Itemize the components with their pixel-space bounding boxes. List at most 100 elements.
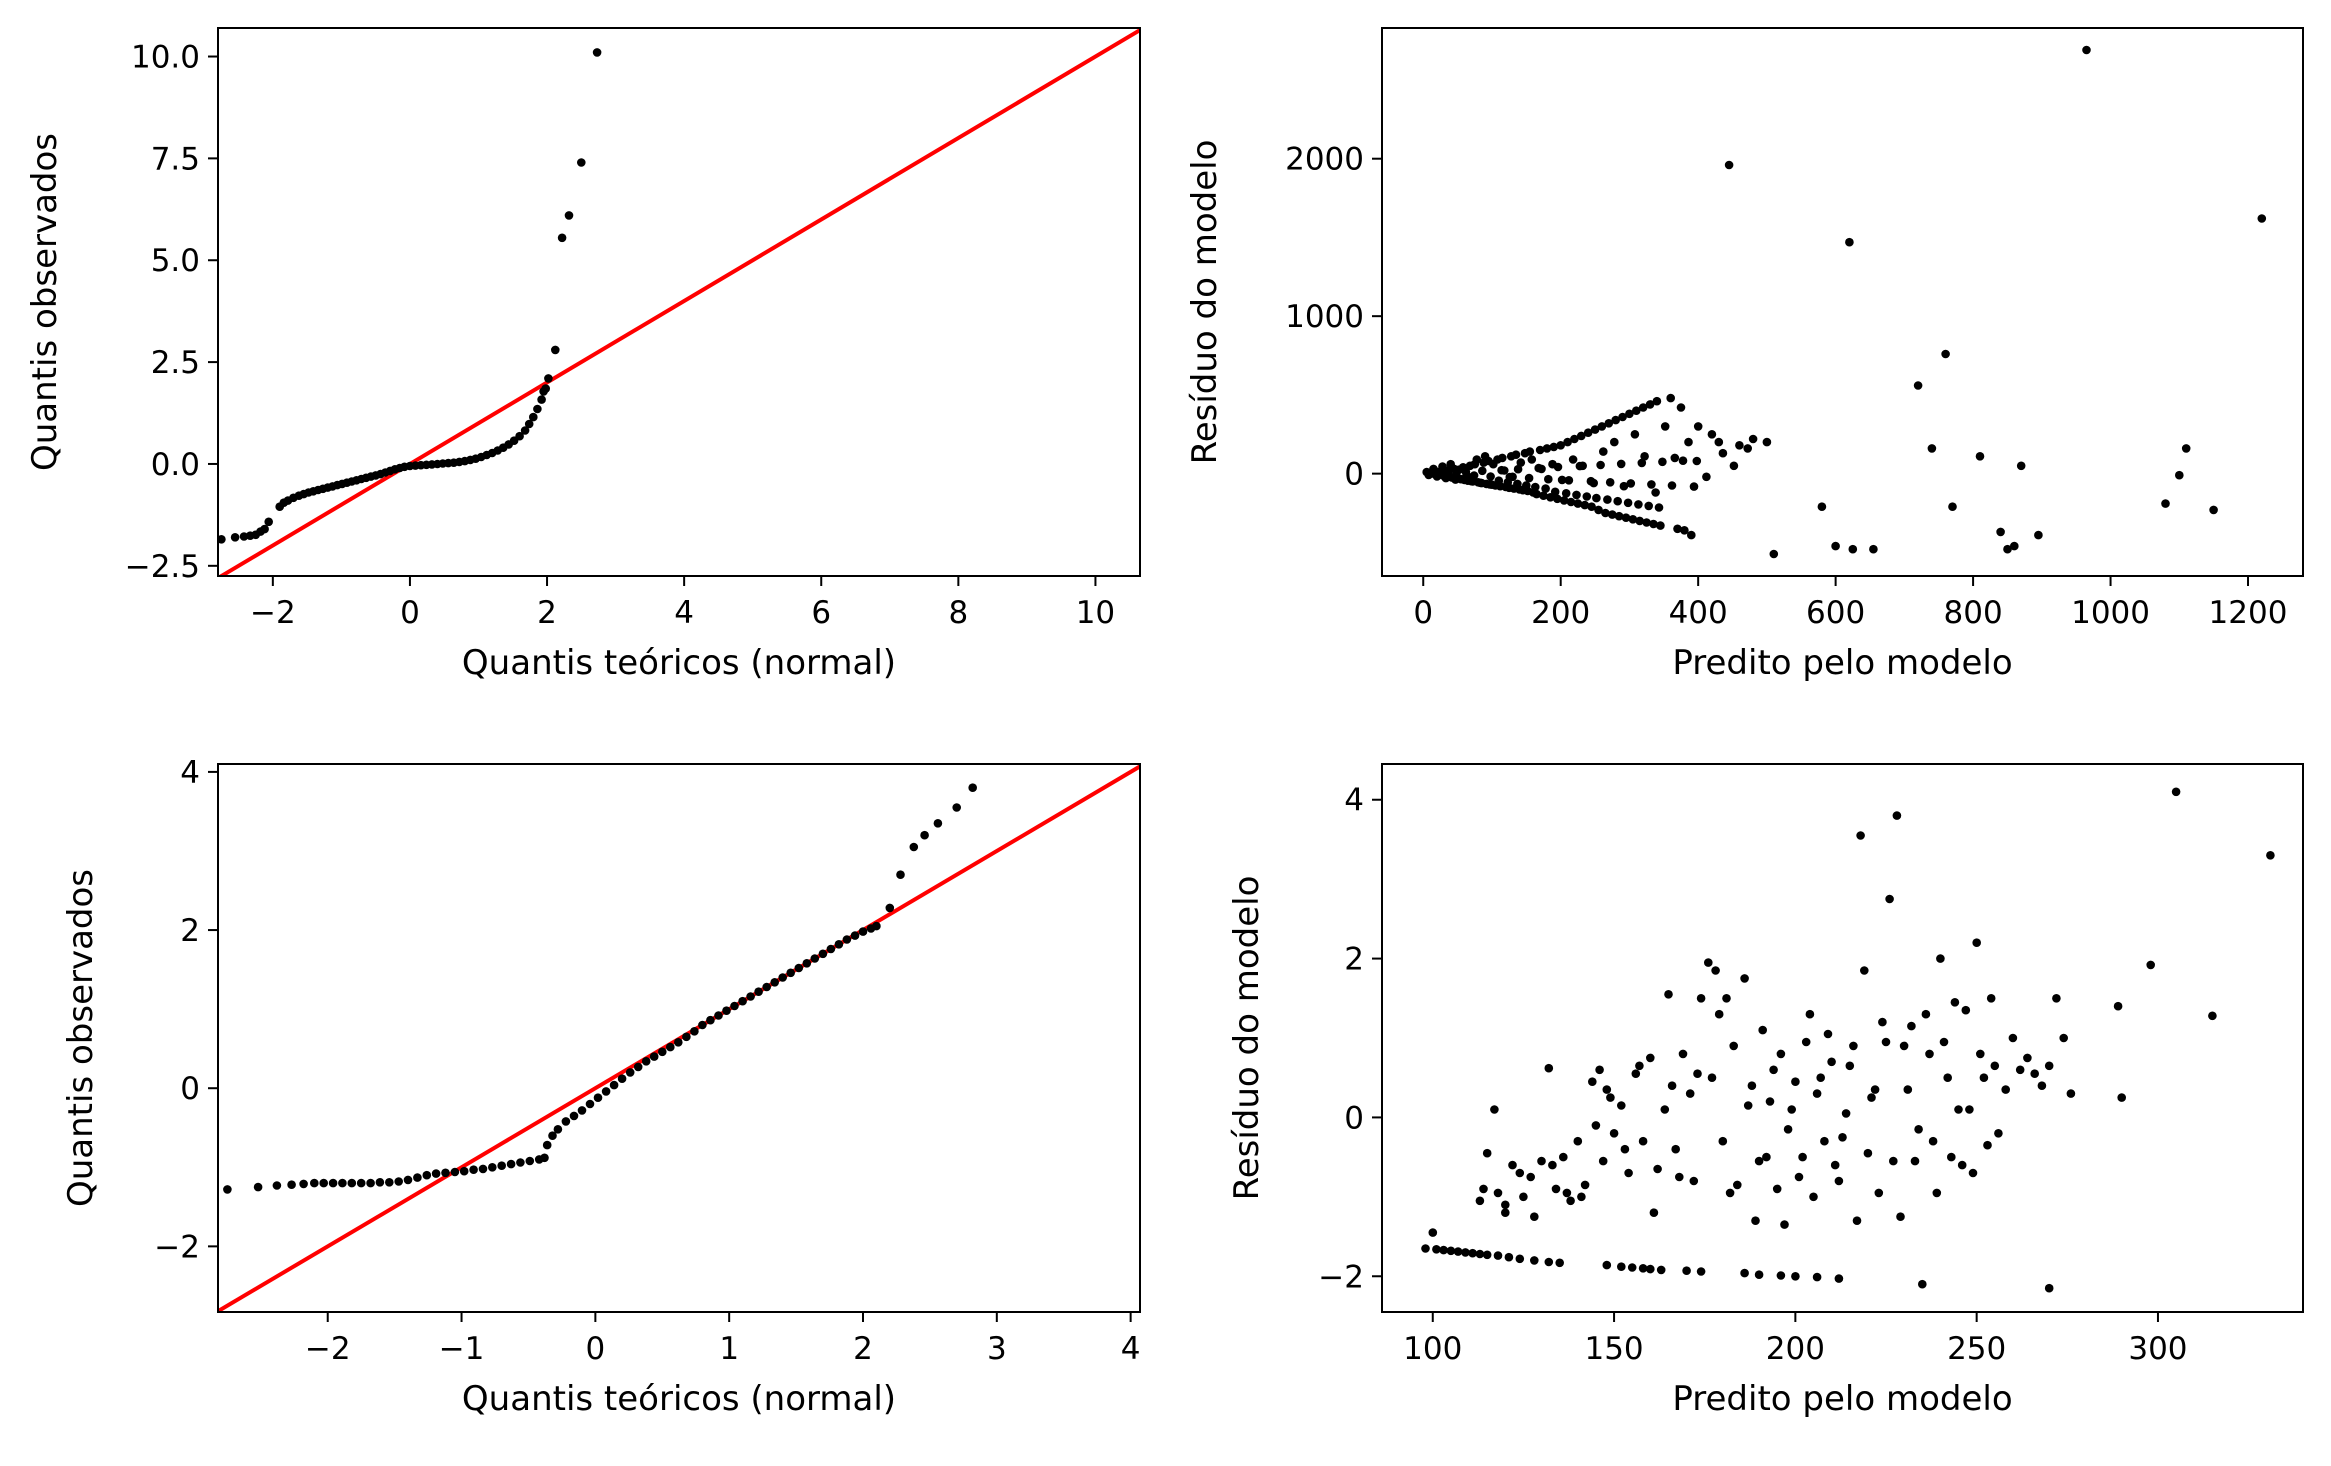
data-point xyxy=(1580,1180,1590,1190)
panel-qq-top: −2 0 2 4 6 8 10 −2.5 0.0 2.5 5.0 7.5 10.0 Quantis teó… xyxy=(25,27,1141,683)
data-point xyxy=(1722,994,1731,1003)
data-point xyxy=(1626,479,1636,488)
data-point xyxy=(1692,456,1702,466)
x-tick-label: 250 xyxy=(1947,1331,2006,1367)
data-point xyxy=(1618,412,1627,422)
data-point xyxy=(1685,1089,1695,1098)
data-point xyxy=(1776,1271,1786,1280)
data-point xyxy=(1461,467,1471,477)
data-point xyxy=(1856,831,1865,840)
data-point xyxy=(1783,1125,1793,1134)
data-point xyxy=(1805,1009,1815,1019)
data-point xyxy=(674,1038,683,1047)
data-point xyxy=(2015,1065,2025,1075)
data-point xyxy=(1548,1160,1557,1170)
data-point xyxy=(1817,502,1827,512)
data-point xyxy=(1497,465,1506,475)
data-point xyxy=(1823,1029,1833,1039)
data-point xyxy=(730,1001,739,1011)
data-point xyxy=(1522,481,1531,490)
data-point xyxy=(1439,1245,1448,1255)
data-point xyxy=(1678,456,1688,466)
data-point xyxy=(1707,430,1717,439)
data-point xyxy=(1758,1025,1767,1035)
data-point xyxy=(2037,1081,2047,1090)
panel-resid-bottom: 100 150 200 250 300 −2 0 2 4 Predito pelo modelo R… xyxy=(1227,763,2304,1419)
data-point xyxy=(516,1158,525,1167)
data-point xyxy=(1530,1256,1539,1265)
x-tick-label: 2 xyxy=(537,595,557,631)
data-point xyxy=(218,535,226,544)
data-point xyxy=(1525,447,1535,456)
data-point xyxy=(1527,455,1537,464)
data-point xyxy=(529,412,538,422)
data-point xyxy=(1939,1037,1949,1047)
data-point xyxy=(2209,505,2218,515)
data-point xyxy=(690,1027,699,1036)
data-point xyxy=(1573,499,1583,508)
data-point xyxy=(1689,1176,1699,1186)
x-tick-label: −1 xyxy=(439,1331,485,1367)
data-point xyxy=(858,927,868,936)
data-point xyxy=(1896,1212,1905,1221)
data-point xyxy=(1820,1136,1829,1146)
data-point xyxy=(1490,1105,1499,1114)
y-axis-label: Quantis observados xyxy=(61,869,101,1207)
data-point xyxy=(2010,541,2019,551)
data-point xyxy=(625,1068,635,1077)
data-point xyxy=(1735,441,1744,450)
data-point xyxy=(1478,466,1487,476)
data-point xyxy=(1794,1172,1804,1182)
data-point xyxy=(1714,437,1724,447)
data-point xyxy=(1994,1129,2003,1138)
data-point xyxy=(1834,1176,1844,1186)
data-point xyxy=(230,533,240,542)
data-point xyxy=(1927,444,1937,453)
data-point xyxy=(537,395,546,404)
data-point xyxy=(1561,489,1571,498)
data-point xyxy=(540,1153,549,1163)
data-point xyxy=(1943,1073,1952,1082)
data-point xyxy=(1957,1160,1967,1170)
data-point xyxy=(2171,787,2181,797)
data-point xyxy=(542,1140,552,1150)
data-point xyxy=(1562,1188,1572,1198)
data-point xyxy=(347,1178,357,1188)
data-point xyxy=(794,963,804,973)
data-point xyxy=(1968,1168,1978,1178)
data-point xyxy=(1645,400,1655,409)
data-point xyxy=(1848,544,1858,554)
data-point xyxy=(1566,497,1576,507)
data-point xyxy=(1586,476,1596,486)
data-point xyxy=(1532,489,1541,499)
data-point xyxy=(1563,437,1572,447)
data-point xyxy=(2175,470,2184,480)
data-point xyxy=(2113,1001,2123,1011)
data-point xyxy=(1638,1136,1648,1146)
data-point xyxy=(1743,1101,1753,1110)
data-point xyxy=(617,1074,627,1083)
data-point xyxy=(2266,851,2275,860)
data-point xyxy=(1544,474,1553,484)
y-tick-label: 2000 xyxy=(1285,142,1364,178)
data-point xyxy=(1573,1136,1583,1146)
data-point xyxy=(706,1015,715,1025)
data-point xyxy=(299,1179,308,1189)
data-point xyxy=(264,517,274,527)
x-tick-label: 1200 xyxy=(2209,595,2288,631)
y-tick-label: 0 xyxy=(1344,1100,1364,1136)
data-point xyxy=(1869,544,1878,554)
data-point xyxy=(1812,1272,1822,1282)
data-point xyxy=(1541,484,1550,493)
data-point xyxy=(1480,452,1490,461)
data-point xyxy=(1469,471,1479,480)
data-point xyxy=(1689,482,1699,491)
data-point xyxy=(1427,468,1436,478)
data-point xyxy=(1627,1263,1637,1272)
x-tick-label: 8 xyxy=(948,595,968,631)
data-point xyxy=(385,1178,394,1187)
data-point xyxy=(356,1178,366,1188)
data-point xyxy=(413,1173,422,1182)
data-point xyxy=(786,968,795,978)
data-point xyxy=(1516,458,1526,467)
